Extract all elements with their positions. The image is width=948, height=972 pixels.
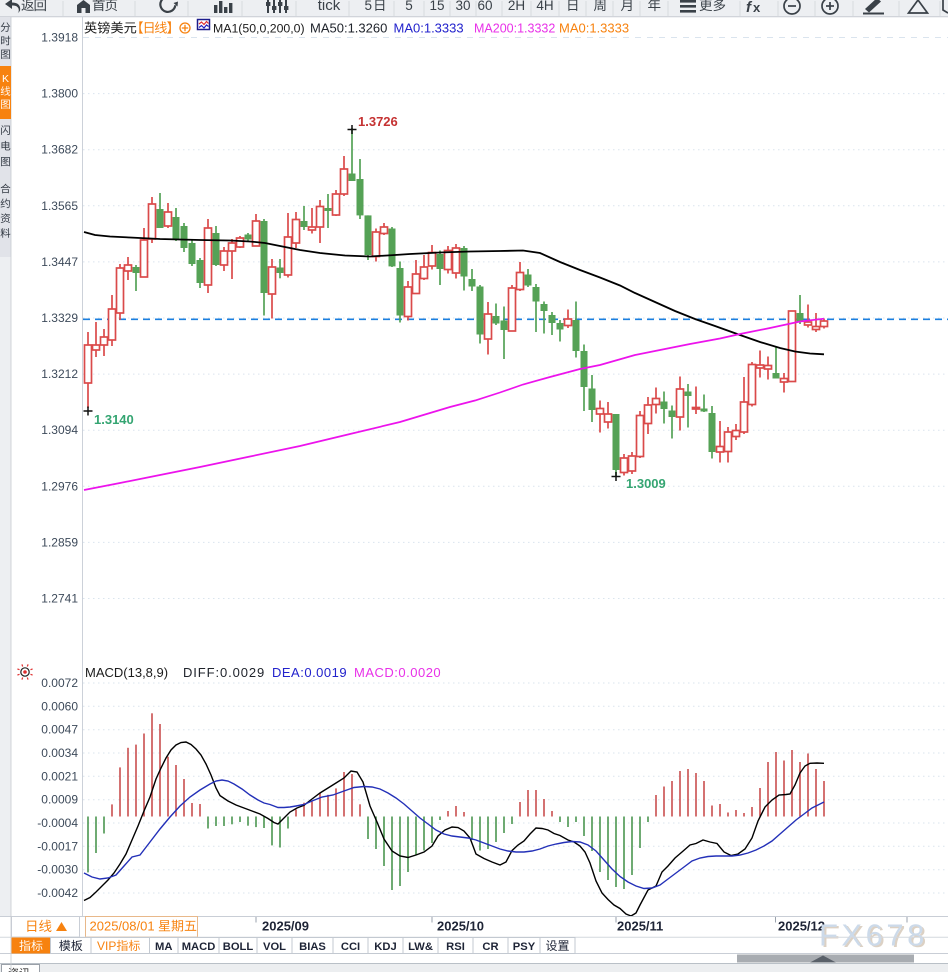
svg-text:2025/09: 2025/09	[262, 919, 309, 934]
svg-text:1.3447: 1.3447	[41, 255, 78, 269]
svg-text:-0.0030: -0.0030	[37, 863, 78, 877]
svg-text:VOL: VOL	[263, 941, 286, 953]
svg-text:60: 60	[477, 0, 492, 13]
svg-text:-0.0017: -0.0017	[37, 839, 78, 853]
svg-text:1.3094: 1.3094	[41, 423, 78, 437]
svg-text:1.3009: 1.3009	[626, 476, 666, 491]
svg-text:MA: MA	[155, 941, 172, 953]
svg-text:5: 5	[405, 0, 413, 13]
svg-text:2025/11: 2025/11	[617, 919, 663, 934]
svg-text:1.3800: 1.3800	[41, 87, 78, 101]
svg-text:5: 5	[365, 0, 373, 13]
svg-text:1.2976: 1.2976	[41, 479, 78, 493]
svg-text:x: x	[753, 0, 761, 15]
svg-text:f: f	[746, 0, 753, 16]
svg-text:I: I	[105, 939, 108, 953]
svg-text:RSI: RSI	[446, 941, 465, 953]
svg-text:30: 30	[455, 0, 470, 13]
svg-text:BIAS: BIAS	[299, 941, 326, 953]
svg-text:0.0072: 0.0072	[41, 676, 78, 690]
svg-text:V: V	[97, 939, 105, 953]
svg-text:BOLL: BOLL	[223, 941, 254, 953]
svg-text:LW&: LW&	[408, 941, 433, 953]
svg-text:15: 15	[429, 0, 444, 13]
svg-text:P: P	[108, 939, 116, 953]
svg-text:4H: 4H	[536, 0, 553, 13]
svg-text:FX678: FX678	[821, 919, 930, 954]
svg-text:-0.0004: -0.0004	[37, 816, 78, 830]
svg-text:2025/12: 2025/12	[778, 919, 825, 934]
svg-text:2H: 2H	[508, 0, 525, 13]
svg-text:1.2741: 1.2741	[41, 592, 78, 606]
svg-text:2025/08/01: 2025/08/01	[90, 919, 155, 934]
svg-text:MA0:1.3333: MA0:1.3333	[559, 21, 629, 36]
svg-text:DEA:0.0019: DEA:0.0019	[272, 665, 347, 680]
svg-text:MA1(50,0,200,0): MA1(50,0,200,0)	[213, 22, 305, 36]
svg-text:0.0060: 0.0060	[41, 699, 78, 713]
svg-text:PSY: PSY	[513, 941, 536, 953]
svg-text:1.3726: 1.3726	[358, 114, 398, 129]
svg-text:1.3682: 1.3682	[41, 143, 78, 157]
svg-text:MACD(13,8,9): MACD(13,8,9)	[85, 665, 168, 680]
svg-text:-0.0042: -0.0042	[37, 886, 78, 900]
svg-text:1.2859: 1.2859	[41, 535, 78, 549]
svg-text:MA0:1.3333: MA0:1.3333	[394, 21, 464, 36]
svg-text:MACD: MACD	[182, 941, 216, 953]
svg-text:DIFF:0.0029: DIFF:0.0029	[183, 665, 265, 680]
svg-text:MA200:1.3332: MA200:1.3332	[474, 22, 555, 36]
svg-text:KDJ: KDJ	[374, 941, 396, 953]
svg-text:0.0021: 0.0021	[41, 769, 78, 783]
svg-text:2025/10: 2025/10	[437, 919, 484, 934]
svg-text:1.3565: 1.3565	[41, 199, 78, 213]
svg-text:CCI: CCI	[341, 941, 360, 953]
svg-text:1.3918: 1.3918	[41, 31, 78, 45]
svg-text:1.3212: 1.3212	[41, 367, 78, 381]
svg-text:tick: tick	[318, 0, 341, 14]
svg-text:1.3140: 1.3140	[94, 412, 134, 427]
svg-text:MA50:1.3260: MA50:1.3260	[310, 21, 387, 36]
svg-text:0.0009: 0.0009	[41, 793, 78, 807]
svg-text:MACD:0.0020: MACD:0.0020	[354, 665, 441, 680]
svg-text:1.3329: 1.3329	[41, 311, 78, 325]
svg-text:CR: CR	[482, 941, 498, 953]
svg-text:FX678: FX678	[819, 918, 928, 953]
svg-text:K: K	[2, 73, 9, 85]
svg-text:0.0034: 0.0034	[41, 746, 78, 760]
svg-text:0.0047: 0.0047	[41, 723, 78, 737]
